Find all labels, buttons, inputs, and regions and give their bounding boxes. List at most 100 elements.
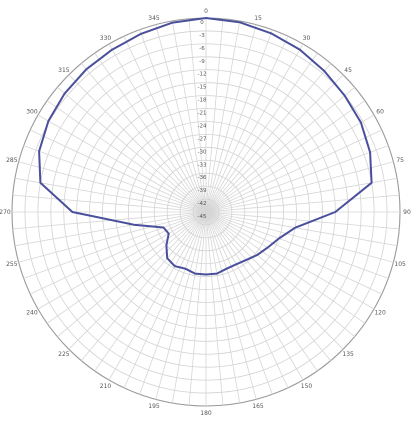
radial-tick-label: -15: [198, 85, 207, 91]
grid-spoke: [205, 211, 304, 381]
angle-tick-label: 150: [301, 383, 313, 390]
grid-spoke: [46, 100, 207, 213]
grid-spoke: [123, 36, 207, 213]
radial-tick-label: -9: [199, 59, 205, 65]
grid-spoke: [205, 211, 398, 247]
grid-spoke: [205, 211, 394, 263]
angle-tick-label: 0: [204, 8, 208, 15]
grid-spoke: [205, 24, 257, 213]
grid-spoke: [205, 29, 273, 213]
grid-spoke: [108, 43, 207, 213]
radial-tick-label: 0: [200, 20, 204, 26]
grid-spoke: [205, 114, 375, 213]
grid-spoke: [205, 211, 344, 350]
grid-spoke: [46, 211, 207, 324]
grid-spoke: [139, 29, 207, 213]
grid-spoke: [205, 100, 366, 213]
grid-spoke: [30, 211, 207, 295]
grid-spoke: [205, 211, 332, 361]
grid-spoke: [205, 211, 366, 324]
grid-spoke: [14, 211, 207, 247]
angle-tick-label: 165: [252, 403, 264, 410]
radial-tick-label: -3: [199, 33, 205, 39]
radial-tick-label: -27: [198, 136, 207, 142]
radial-tick-label: -45: [198, 214, 207, 220]
grid-spoke: [205, 86, 355, 213]
grid-spoke: [205, 52, 318, 213]
grid: [11, 17, 401, 407]
radial-tick-label: -24: [198, 123, 207, 129]
radial-tick-label: -30: [198, 149, 207, 155]
angle-tick-label: 75: [396, 157, 404, 164]
grid-spoke: [205, 211, 289, 388]
radial-tick-label: -18: [198, 98, 207, 104]
angle-tick-label: 270: [0, 209, 11, 216]
grid-spoke: [139, 211, 207, 395]
grid-spoke: [57, 211, 207, 338]
grid-spoke: [205, 211, 355, 338]
series-layer: [38, 17, 373, 276]
grid-spoke: [80, 211, 207, 361]
grid-spoke: [94, 52, 207, 213]
grid-spoke: [205, 36, 289, 213]
grid-spoke: [188, 18, 207, 213]
grid-spoke: [155, 24, 207, 213]
grid-spoke: [30, 129, 207, 213]
grid-spoke: [18, 161, 207, 213]
grid-spoke: [205, 211, 224, 406]
radiation-pattern-line: [38, 17, 373, 276]
angle-tick-label: 60: [376, 109, 384, 116]
grid-spoke: [205, 129, 382, 213]
grid-spoke: [171, 211, 207, 404]
angle-tick-label: 300: [26, 109, 38, 116]
grid-spoke: [37, 114, 207, 213]
grid-spoke: [205, 74, 344, 213]
radial-tick-label: -42: [198, 201, 207, 207]
grid-spoke: [205, 211, 400, 230]
angle-tick-label: 315: [58, 67, 70, 74]
grid-spoke: [23, 211, 207, 279]
grid-spoke: [155, 211, 207, 400]
angle-tick-label: 210: [100, 383, 112, 390]
angle-tick-label: 180: [200, 410, 212, 417]
grid-spoke: [205, 63, 332, 213]
grid-spoke: [108, 211, 207, 381]
angle-tick-label: 45: [344, 67, 352, 74]
grid-spoke: [37, 211, 207, 310]
angle-tick-label: 195: [148, 403, 160, 410]
grid-spoke: [205, 211, 273, 395]
radial-tick-label: -36: [198, 175, 207, 181]
grid-spoke: [12, 194, 207, 213]
grid-spoke: [171, 20, 207, 213]
radial-tick-label: -6: [199, 46, 205, 52]
angle-tick-label: 255: [6, 261, 18, 268]
grid-spoke: [205, 145, 389, 213]
radial-tick-label: -33: [198, 162, 207, 168]
grid-spoke: [18, 211, 207, 263]
grid-spoke: [94, 211, 207, 372]
grid-spoke: [80, 63, 207, 213]
grid-spoke: [205, 211, 318, 372]
angle-axis-labels: 0 15 30 45 60 75 90 105 120 135 150 165 180 195 210 225…: [0, 8, 411, 417]
grid-spoke: [205, 211, 375, 310]
grid-spoke: [205, 43, 304, 213]
grid-spoke: [205, 20, 241, 213]
angle-tick-label: 225: [58, 351, 70, 358]
radial-axis-labels: 0 -3 -6 -9 -12 -15 -18 -21 -24 -27 -30 -33 -36 -39 -42…: [198, 20, 207, 220]
angle-tick-label: 90: [403, 209, 411, 216]
grid-spoke: [188, 211, 207, 406]
angle-tick-label: 345: [148, 15, 160, 22]
angle-tick-label: 240: [26, 310, 38, 317]
angle-tick-label: 120: [374, 310, 386, 317]
grid-spoke: [205, 211, 389, 279]
grid-spoke: [205, 211, 382, 295]
grid-spoke: [123, 211, 207, 388]
angle-tick-label: 30: [303, 35, 311, 42]
radial-tick-label: -21: [198, 111, 207, 117]
radial-tick-label: -39: [198, 188, 207, 194]
grid-spoke: [23, 145, 207, 213]
grid-spoke: [205, 211, 257, 400]
radial-tick-label: -12: [198, 72, 207, 78]
grid-spoke: [205, 161, 394, 213]
